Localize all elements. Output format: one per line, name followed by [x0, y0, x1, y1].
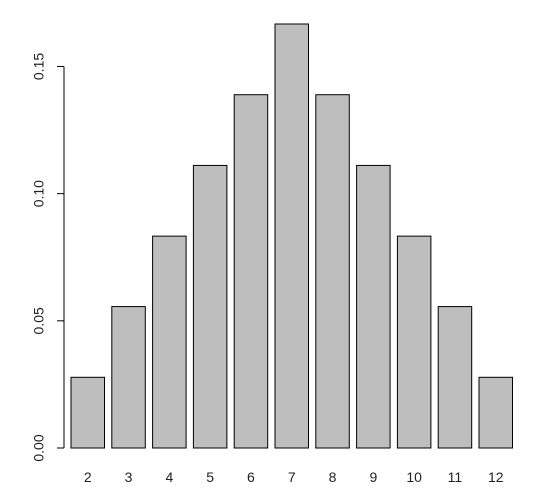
x-label-11: 11 [448, 469, 463, 485]
bar-11 [437, 306, 473, 449]
x-label-12: 12 [488, 469, 504, 485]
x-label-5: 5 [206, 469, 214, 485]
bar-8 [315, 94, 350, 449]
y-tick-label-1: 0.05 [31, 307, 47, 334]
bar-5 [192, 164, 228, 449]
x-label-6: 6 [247, 469, 255, 485]
bars [70, 23, 513, 449]
x-label-8: 8 [329, 469, 337, 485]
bar-2 [70, 376, 105, 449]
x-label-10: 10 [406, 469, 422, 485]
x-label-9: 9 [369, 469, 377, 485]
x-label-4: 4 [165, 469, 173, 485]
x-label-7: 7 [288, 469, 296, 485]
x-axis-labels: 2 3 4 5 6 7 8 9 10 11 12 [84, 469, 504, 485]
x-label-3: 3 [125, 469, 133, 485]
y-tick-label-3: 0.15 [31, 53, 47, 80]
bar-4 [152, 235, 187, 449]
y-tick-label-2: 0.10 [31, 180, 47, 207]
bar-3 [111, 306, 146, 449]
bar-6 [233, 94, 269, 449]
y-tick-label-0: 0.00 [31, 434, 47, 461]
x-label-2: 2 [84, 469, 92, 485]
bar-9 [356, 164, 391, 449]
bar-10 [396, 235, 432, 449]
y-axis: 0.00 0.05 0.10 0.15 [31, 53, 65, 462]
bar-12 [478, 376, 513, 449]
bar-7 [274, 23, 309, 449]
